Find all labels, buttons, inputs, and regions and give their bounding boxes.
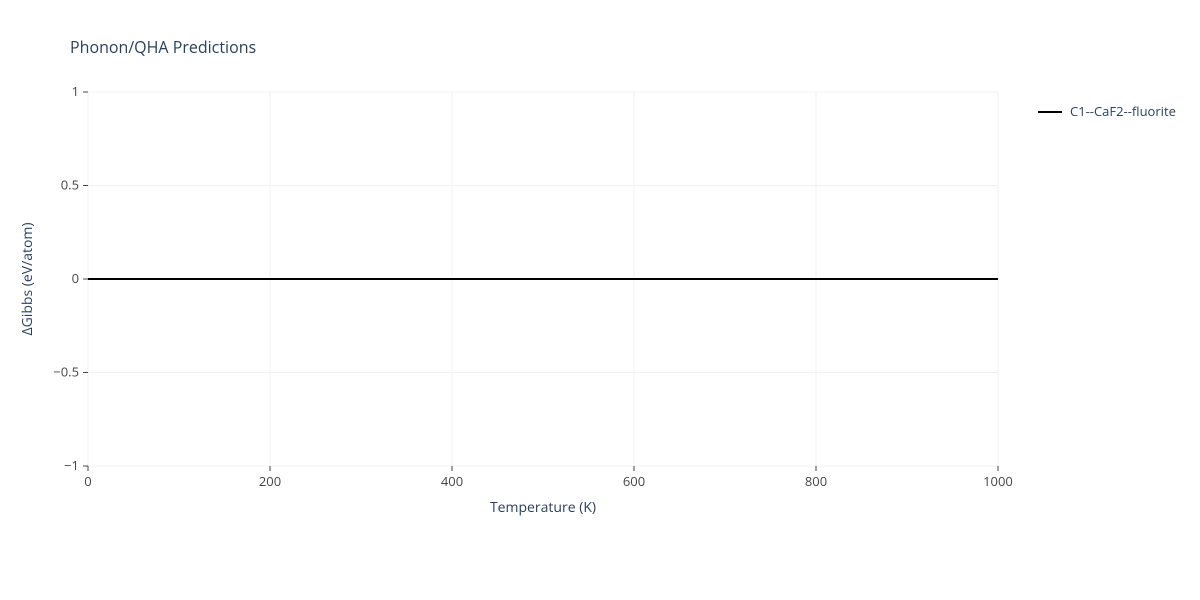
y-tick-label: 0.5 [61,176,79,194]
y-tick-label: −1 [64,456,79,474]
y-tick-label: 0 [72,269,79,287]
x-tick-label: 600 [623,472,645,490]
x-axis-label: Temperature (K) [490,498,596,517]
y-axis-label: ΔGibbs (eV/atom) [18,222,37,335]
y-tick-label: 1 [72,82,79,100]
chart-bg [0,0,1200,600]
legend-label[interactable]: C1--CaF2--fluorite [1070,102,1176,120]
x-tick-label: 200 [259,472,281,490]
y-tick-label: −0.5 [53,363,79,381]
line-chart: 0 200 400 600 800 1000 −1 −0.5 0 0.5 1 Temperature … [0,0,1200,600]
chart-title: Phonon/QHA Predictions [70,36,256,58]
x-tick-label: 400 [441,472,463,490]
x-tick-label: 800 [805,472,827,490]
x-tick-label: 0 [84,472,91,490]
x-tick-label: 1000 [983,472,1013,490]
